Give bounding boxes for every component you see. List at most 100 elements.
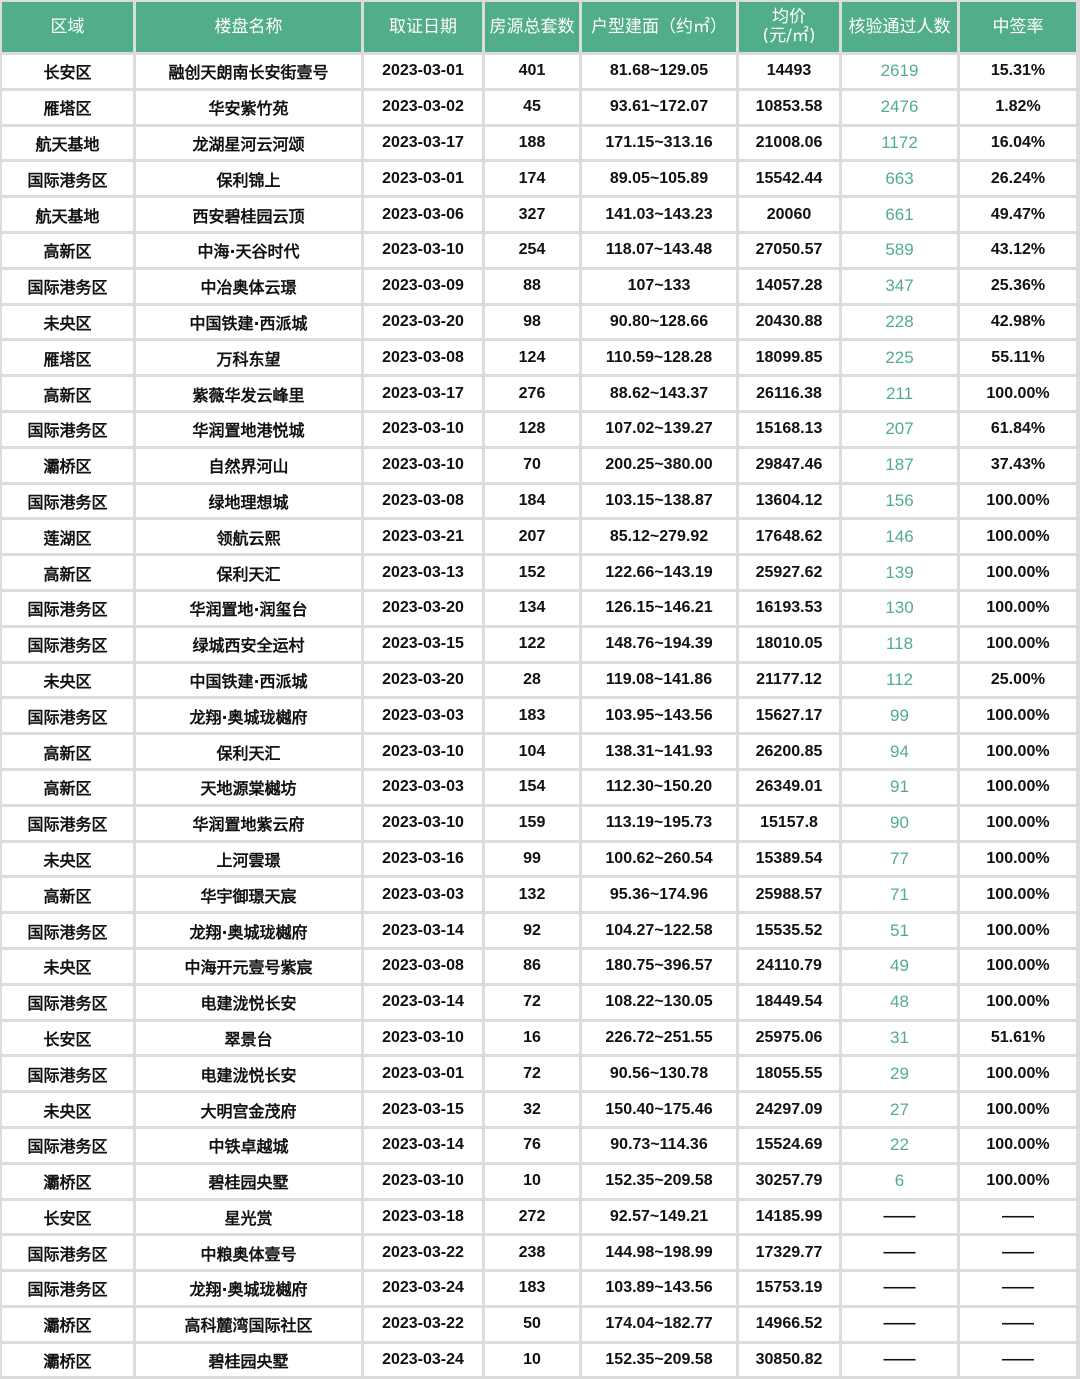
cell-district: 国际港务区: [2, 1128, 133, 1162]
cell-total-units: 207: [485, 520, 579, 554]
cell-avg-price: 15753.19: [739, 1272, 839, 1305]
cell-district: 未央区: [2, 663, 133, 697]
cell-verified-applicants: 661: [842, 198, 957, 231]
cell-total-units: 28: [485, 663, 579, 697]
cell-total-units: 45: [485, 90, 579, 124]
cell-verified-applicants: 130: [842, 591, 957, 625]
cell-verified-applicants: 99: [842, 699, 957, 733]
cell-avg-price: 15157.8: [739, 806, 839, 840]
header-avg-price: 均价 (元/㎡): [739, 2, 839, 52]
cell-verified-applicants: 90: [842, 806, 957, 840]
table-row: 高新区 中海·天谷时代 2023-03-10 254 118.07~143.48 2705…: [2, 233, 1076, 267]
cell-unit-area: 90.73~114.36: [582, 1128, 736, 1162]
cell-project-name: 西安碧桂园云顶: [136, 198, 361, 231]
cell-total-units: 10: [485, 1164, 579, 1198]
cell-avg-price: 18099.85: [739, 341, 839, 375]
cell-certificate-date: 2023-03-01: [364, 55, 482, 88]
cell-unit-area: 85.12~279.92: [582, 520, 736, 554]
table-row: 长安区 融创天朗南长安街壹号 2023-03-01 401 81.68~129.05 14…: [2, 55, 1076, 88]
cell-district: 国际港务区: [2, 412, 133, 446]
table-row: 雁塔区 华安紫竹苑 2023-03-02 45 93.61~172.07 10853.58…: [2, 90, 1076, 124]
table-row: 未央区 中国铁建·西派城 2023-03-20 98 90.80~128.66 20430…: [2, 305, 1076, 339]
cell-total-units: 92: [485, 914, 579, 947]
cell-project-name: 碧桂园央墅: [136, 1164, 361, 1198]
cell-unit-area: 119.08~141.86: [582, 663, 736, 697]
cell-win-rate: 51.61%: [960, 1021, 1076, 1055]
cell-win-rate: 100.00%: [960, 985, 1076, 1019]
cell-project-name: 万科东望: [136, 341, 361, 375]
header-project-name: 楼盘名称: [136, 2, 361, 52]
cell-project-name: 翠景台: [136, 1021, 361, 1055]
cell-total-units: 272: [485, 1200, 579, 1234]
cell-certificate-date: 2023-03-09: [364, 269, 482, 303]
table-row: 国际港务区 电建泷悦长安 2023-03-01 72 90.56~130.78 18055…: [2, 1057, 1076, 1091]
cell-unit-area: 107~133: [582, 269, 736, 303]
cell-certificate-date: 2023-03-01: [364, 162, 482, 196]
cell-avg-price: 15168.13: [739, 412, 839, 446]
cell-avg-price: 30257.79: [739, 1164, 839, 1198]
table-row: 灞桥区 高科麓湾国际社区 2023-03-22 50 174.04~182.77 1496…: [2, 1307, 1076, 1341]
cell-district: 灞桥区: [2, 1164, 133, 1198]
cell-total-units: 154: [485, 770, 579, 804]
cell-win-rate: ——: [960, 1200, 1076, 1234]
table-row: 未央区 中海开元壹号紫宸 2023-03-08 86 180.75~396.57 2411…: [2, 949, 1076, 983]
cell-unit-area: 112.30~150.20: [582, 770, 736, 804]
cell-win-rate: 49.47%: [960, 198, 1076, 231]
cell-district: 高新区: [2, 735, 133, 768]
cell-win-rate: ——: [960, 1307, 1076, 1341]
cell-verified-applicants: 211: [842, 377, 957, 410]
cell-certificate-date: 2023-03-24: [364, 1343, 482, 1377]
cell-project-name: 中冶奥体云璟: [136, 269, 361, 303]
cell-win-rate: 100.00%: [960, 556, 1076, 589]
cell-certificate-date: 2023-03-10: [364, 735, 482, 768]
table-row: 长安区 星光赏 2023-03-18 272 92.57~149.21 14185.99—…: [2, 1200, 1076, 1234]
cell-unit-area: 144.98~198.99: [582, 1236, 736, 1270]
cell-verified-applicants: ——: [842, 1307, 957, 1341]
cell-district: 长安区: [2, 1021, 133, 1055]
cell-total-units: 159: [485, 806, 579, 840]
cell-avg-price: 17329.77: [739, 1236, 839, 1270]
cell-district: 国际港务区: [2, 627, 133, 661]
cell-unit-area: 174.04~182.77: [582, 1307, 736, 1341]
cell-certificate-date: 2023-03-18: [364, 1200, 482, 1234]
cell-avg-price: 18010.05: [739, 627, 839, 661]
cell-unit-area: 88.62~143.37: [582, 377, 736, 410]
cell-certificate-date: 2023-03-13: [364, 556, 482, 589]
cell-win-rate: 100.00%: [960, 377, 1076, 410]
cell-certificate-date: 2023-03-17: [364, 126, 482, 160]
cell-district: 国际港务区: [2, 591, 133, 625]
cell-avg-price: 17648.62: [739, 520, 839, 554]
cell-total-units: 188: [485, 126, 579, 160]
cell-project-name: 高科麓湾国际社区: [136, 1307, 361, 1341]
cell-district: 国际港务区: [2, 806, 133, 840]
cell-verified-applicants: 29: [842, 1057, 957, 1091]
cell-district: 国际港务区: [2, 162, 133, 196]
cell-avg-price: 20430.88: [739, 305, 839, 339]
cell-verified-applicants: 347: [842, 269, 957, 303]
cell-win-rate: 55.11%: [960, 341, 1076, 375]
cell-verified-applicants: 118: [842, 627, 957, 661]
table-row: 高新区 保利天汇 2023-03-13 152 122.66~143.19 25927.6…: [2, 556, 1076, 589]
cell-win-rate: 100.00%: [960, 699, 1076, 733]
cell-total-units: 88: [485, 269, 579, 303]
cell-total-units: 72: [485, 1057, 579, 1091]
cell-avg-price: 16193.53: [739, 591, 839, 625]
cell-avg-price: 25927.62: [739, 556, 839, 589]
table-row: 国际港务区 电建泷悦长安 2023-03-14 72 108.22~130.05 1844…: [2, 985, 1076, 1019]
cell-certificate-date: 2023-03-20: [364, 305, 482, 339]
cell-total-units: 86: [485, 949, 579, 983]
cell-district: 国际港务区: [2, 985, 133, 1019]
cell-project-name: 华安紫竹苑: [136, 90, 361, 124]
cell-unit-area: 100.62~260.54: [582, 842, 736, 876]
cell-win-rate: 25.00%: [960, 663, 1076, 697]
cell-verified-applicants: 207: [842, 412, 957, 446]
cell-avg-price: 24110.79: [739, 949, 839, 983]
cell-certificate-date: 2023-03-21: [364, 520, 482, 554]
cell-certificate-date: 2023-03-10: [364, 806, 482, 840]
cell-project-name: 中国铁建·西派城: [136, 305, 361, 339]
cell-certificate-date: 2023-03-17: [364, 377, 482, 410]
cell-win-rate: 100.00%: [960, 1057, 1076, 1091]
cell-district: 国际港务区: [2, 269, 133, 303]
cell-verified-applicants: 187: [842, 448, 957, 482]
